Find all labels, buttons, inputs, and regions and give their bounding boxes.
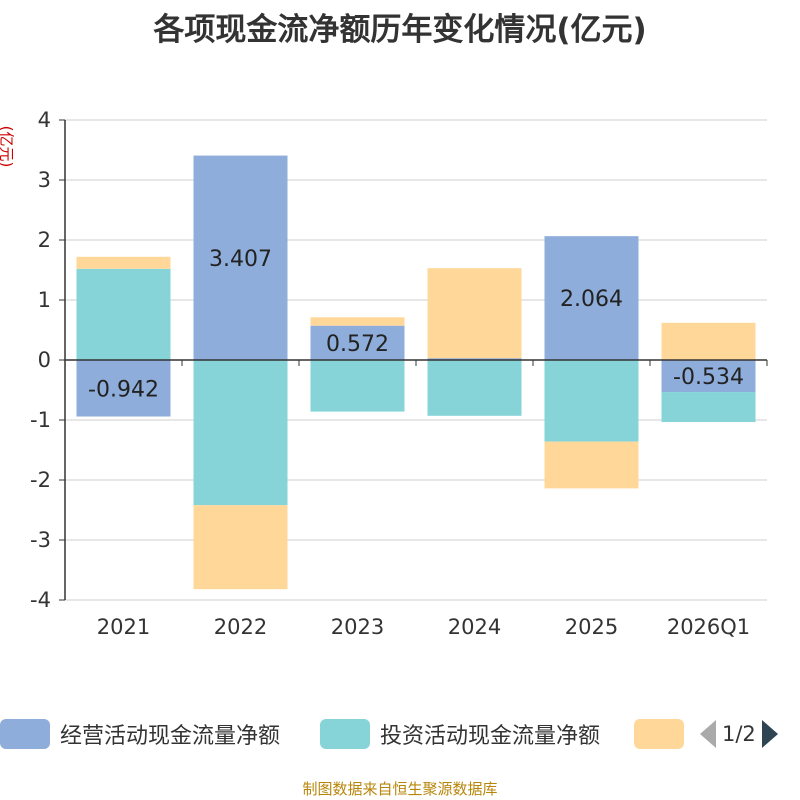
y-tick-label: -1 bbox=[30, 408, 51, 432]
legend-label-operating: 经营活动现金流量净额 bbox=[60, 724, 281, 749]
legend-next-arrow-icon[interactable] bbox=[761, 720, 778, 748]
legend-page-indicator: 1/2 bbox=[722, 722, 756, 746]
y-tick-label: 2 bbox=[38, 228, 51, 252]
bar-2026Q1-series-1 bbox=[661, 392, 756, 423]
bar-2022-series-2 bbox=[193, 505, 288, 590]
data-source-note: 制图数据来自恒生聚源数据库 bbox=[302, 780, 498, 798]
bar-2025-series-2 bbox=[544, 441, 639, 489]
legend-pager: 1/2 bbox=[700, 718, 778, 750]
data-label: 0.572 bbox=[326, 332, 389, 357]
legend-item-financing[interactable] bbox=[634, 716, 684, 752]
y-tick-label: 4 bbox=[38, 108, 51, 132]
y-tick-label: 3 bbox=[38, 168, 51, 192]
bar-2023-series-2 bbox=[310, 317, 405, 326]
y-tick-label: -4 bbox=[30, 588, 51, 612]
bar-2025-series-0 bbox=[544, 236, 639, 360]
legend-item-operating[interactable]: 经营活动现金流量净额 bbox=[0, 716, 280, 752]
x-tick-label: 2025 bbox=[565, 615, 618, 639]
bar-2026Q1-series-0 bbox=[661, 360, 756, 393]
bar-2021-series-1 bbox=[76, 268, 171, 360]
legend-item-investing[interactable]: 投资活动现金流量净额 bbox=[320, 716, 600, 752]
y-tick-label: -2 bbox=[30, 468, 51, 492]
bar-2023-series-0 bbox=[310, 325, 405, 360]
y-tick-label: 0 bbox=[38, 348, 51, 372]
legend-label-investing: 投资活动现金流量净额 bbox=[380, 724, 601, 749]
x-tick-label: 2022 bbox=[214, 615, 267, 639]
bar-2024-series-0 bbox=[427, 358, 522, 360]
data-label: 2.064 bbox=[560, 287, 623, 312]
legend: 经营活动现金流量净额 投资活动现金流量净额 bbox=[0, 716, 800, 756]
data-label: -0.534 bbox=[673, 365, 744, 390]
y-tick-label: -3 bbox=[30, 528, 51, 552]
legend-swatch-financing bbox=[634, 719, 684, 749]
x-tick-label: 2024 bbox=[448, 615, 501, 639]
bar-2023-series-1 bbox=[310, 360, 405, 412]
data-label: -0.942 bbox=[88, 377, 159, 402]
bar-2024-series-2 bbox=[427, 268, 522, 359]
legend-swatch-operating bbox=[0, 719, 50, 749]
chart-title: 各项现金流净额历年变化情况(亿元) bbox=[153, 12, 647, 48]
legend-prev-arrow-icon[interactable] bbox=[700, 720, 716, 748]
bar-2022-series-0 bbox=[193, 155, 288, 360]
chart-area: 4 3 2 1 0 -1 -2 -3 -4 2021 2022 2023 2024 2025 2026Q1 -… bbox=[30, 108, 768, 639]
bar-2024-series-1 bbox=[427, 360, 522, 416]
bar-2026Q1-series-2 bbox=[661, 322, 756, 360]
data-label: 3.407 bbox=[209, 247, 272, 272]
bar-2021-series-0 bbox=[76, 360, 171, 417]
bar-2021-series-2 bbox=[76, 256, 171, 269]
x-tick-label: 2026Q1 bbox=[667, 615, 750, 639]
x-tick-label: 2021 bbox=[97, 615, 150, 639]
x-tick-label: 2023 bbox=[331, 615, 384, 639]
legend-swatch-investing bbox=[320, 719, 370, 749]
bar-2025-series-1 bbox=[544, 360, 639, 442]
y-tick-label: 1 bbox=[38, 288, 51, 312]
bar-2022-series-1 bbox=[193, 360, 288, 506]
